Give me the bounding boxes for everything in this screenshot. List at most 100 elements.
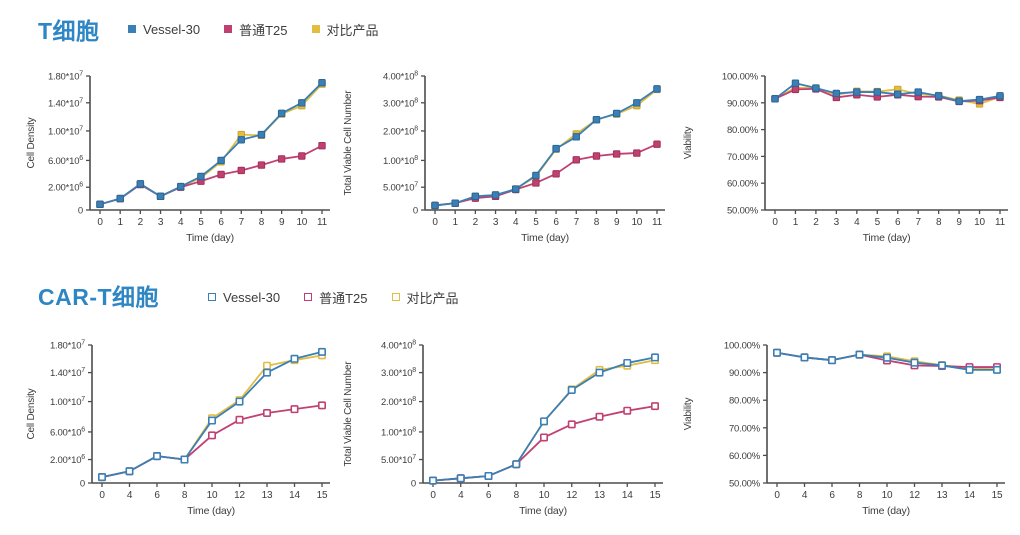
svg-text:2.00*106: 2.00*106 xyxy=(50,454,85,466)
svg-text:14: 14 xyxy=(622,490,633,501)
svg-text:6.00*106: 6.00*106 xyxy=(50,426,85,438)
section-title-t-cell: T细胞 xyxy=(38,18,100,44)
svg-text:11: 11 xyxy=(995,217,1006,228)
svg-text:0: 0 xyxy=(99,490,105,501)
svg-text:1.80*107: 1.80*107 xyxy=(48,71,83,83)
svg-text:7: 7 xyxy=(574,217,580,228)
svg-text:1.00*108: 1.00*108 xyxy=(381,426,416,438)
svg-text:4.00*108: 4.00*108 xyxy=(381,340,416,352)
legend-item: 普通T25 xyxy=(304,288,368,307)
svg-text:4: 4 xyxy=(854,217,860,228)
svg-text:1: 1 xyxy=(117,217,123,228)
svg-text:8: 8 xyxy=(259,217,265,228)
svg-text:1.00*107: 1.00*107 xyxy=(48,125,83,137)
svg-text:0: 0 xyxy=(772,217,778,228)
svg-text:60.00%: 60.00% xyxy=(729,451,761,462)
svg-text:Time (day): Time (day) xyxy=(521,232,569,244)
legend-label: 对比产品 xyxy=(326,22,379,38)
svg-text:1.40*107: 1.40*107 xyxy=(48,97,83,109)
svg-text:Cell Density: Cell Density xyxy=(26,388,37,439)
svg-text:5: 5 xyxy=(533,217,539,228)
svg-text:12: 12 xyxy=(566,490,577,501)
svg-text:10: 10 xyxy=(882,490,893,501)
legend-item: 对比产品 xyxy=(391,288,459,307)
svg-text:Time (day): Time (day) xyxy=(519,505,567,517)
svg-text:2: 2 xyxy=(813,217,819,228)
svg-text:14: 14 xyxy=(289,490,300,501)
legend-t-cell: Vessel-30 普通T25 对比产品 xyxy=(128,20,379,39)
svg-text:6: 6 xyxy=(486,490,492,501)
svg-text:2.00*108: 2.00*108 xyxy=(381,396,416,408)
svg-text:Time (day): Time (day) xyxy=(187,505,235,517)
svg-text:50.00%: 50.00% xyxy=(729,479,761,490)
svg-text:2: 2 xyxy=(138,217,144,228)
svg-text:0: 0 xyxy=(80,479,85,490)
svg-text:70.00%: 70.00% xyxy=(729,423,761,434)
svg-text:0: 0 xyxy=(430,490,436,501)
svg-text:2.00*108: 2.00*108 xyxy=(383,125,418,137)
legend-label: 普通T25 xyxy=(319,290,368,306)
svg-text:11: 11 xyxy=(317,217,328,228)
chart-t-cell-total-viable: 0 5.00*107 1.00*108 2.00*108 3.00*108 4.00*10… xyxy=(338,58,670,258)
svg-text:Total Viable Cell Number: Total Viable Cell Number xyxy=(343,90,354,196)
svg-text:1.00*108: 1.00*108 xyxy=(383,155,418,167)
svg-text:80.00%: 80.00% xyxy=(729,396,761,407)
svg-text:10: 10 xyxy=(296,217,307,228)
svg-text:1.40*107: 1.40*107 xyxy=(50,367,85,379)
svg-text:Cell Density: Cell Density xyxy=(26,117,37,168)
section-title-car-t-cell: CAR-T细胞 xyxy=(38,284,160,310)
svg-text:10: 10 xyxy=(539,490,550,501)
svg-text:4: 4 xyxy=(127,490,133,501)
legend-label: 普通T25 xyxy=(239,22,288,38)
svg-text:5.00*107: 5.00*107 xyxy=(383,182,418,194)
svg-text:14: 14 xyxy=(964,490,975,501)
legend-marker-vessel30-icon xyxy=(128,25,136,33)
svg-text:3: 3 xyxy=(158,217,164,228)
svg-text:60.00%: 60.00% xyxy=(727,179,759,190)
svg-text:0: 0 xyxy=(411,479,416,490)
svg-text:8: 8 xyxy=(182,490,188,501)
svg-text:13: 13 xyxy=(937,490,948,501)
svg-text:80.00%: 80.00% xyxy=(727,125,759,136)
svg-text:90.00%: 90.00% xyxy=(729,368,761,379)
legend-car-t-cell: Vessel-30 普通T25 对比产品 xyxy=(208,288,459,307)
svg-text:12: 12 xyxy=(234,490,245,501)
legend-marker-t25-icon xyxy=(304,293,313,301)
line-chart-svg: 0 5.00*107 1.00*108 2.00*108 3.00*108 4.00*10… xyxy=(343,71,665,244)
svg-text:15: 15 xyxy=(317,490,328,501)
legend-item: 普通T25 xyxy=(224,20,288,39)
svg-text:0: 0 xyxy=(432,217,438,228)
svg-text:5: 5 xyxy=(875,217,881,228)
legend-item: Vessel-30 xyxy=(208,290,280,305)
svg-text:0: 0 xyxy=(78,206,83,217)
svg-text:15: 15 xyxy=(650,490,661,501)
svg-text:8: 8 xyxy=(594,217,600,228)
legend-item: 对比产品 xyxy=(311,20,379,39)
line-chart-svg: 0 2.00*106 6.00*106 1.00*107 1.40*107 1.80*10… xyxy=(26,71,330,244)
svg-text:6: 6 xyxy=(154,490,160,501)
svg-text:7: 7 xyxy=(239,217,245,228)
line-chart-svg: 0 2.00*106 6.00*106 1.00*107 1.40*107 1.80*10… xyxy=(26,340,330,517)
svg-text:Time (day): Time (day) xyxy=(862,505,910,517)
svg-text:6: 6 xyxy=(829,490,835,501)
svg-text:13: 13 xyxy=(262,490,273,501)
svg-text:3.00*108: 3.00*108 xyxy=(383,97,418,109)
svg-text:Time (day): Time (day) xyxy=(186,232,234,244)
svg-text:6: 6 xyxy=(218,217,224,228)
svg-text:9: 9 xyxy=(279,217,285,228)
svg-text:8: 8 xyxy=(514,490,520,501)
svg-text:Viability: Viability xyxy=(683,127,694,160)
legend-label: Vessel-30 xyxy=(143,21,201,37)
svg-text:6: 6 xyxy=(553,217,559,228)
svg-text:Viability: Viability xyxy=(683,398,694,431)
svg-text:8: 8 xyxy=(857,490,863,501)
svg-text:90.00%: 90.00% xyxy=(727,98,759,109)
line-chart-svg: 0 5.00*107 1.00*108 2.00*108 3.00*108 4.00*10… xyxy=(343,340,663,517)
svg-text:50.00%: 50.00% xyxy=(727,206,759,217)
svg-text:12: 12 xyxy=(909,490,920,501)
svg-text:9: 9 xyxy=(956,217,962,228)
svg-text:11: 11 xyxy=(652,217,663,228)
svg-text:1.80*107: 1.80*107 xyxy=(50,340,85,352)
chart-car-t-density: 0 2.00*106 6.00*106 1.00*107 1.40*107 1.80*10… xyxy=(20,330,340,532)
